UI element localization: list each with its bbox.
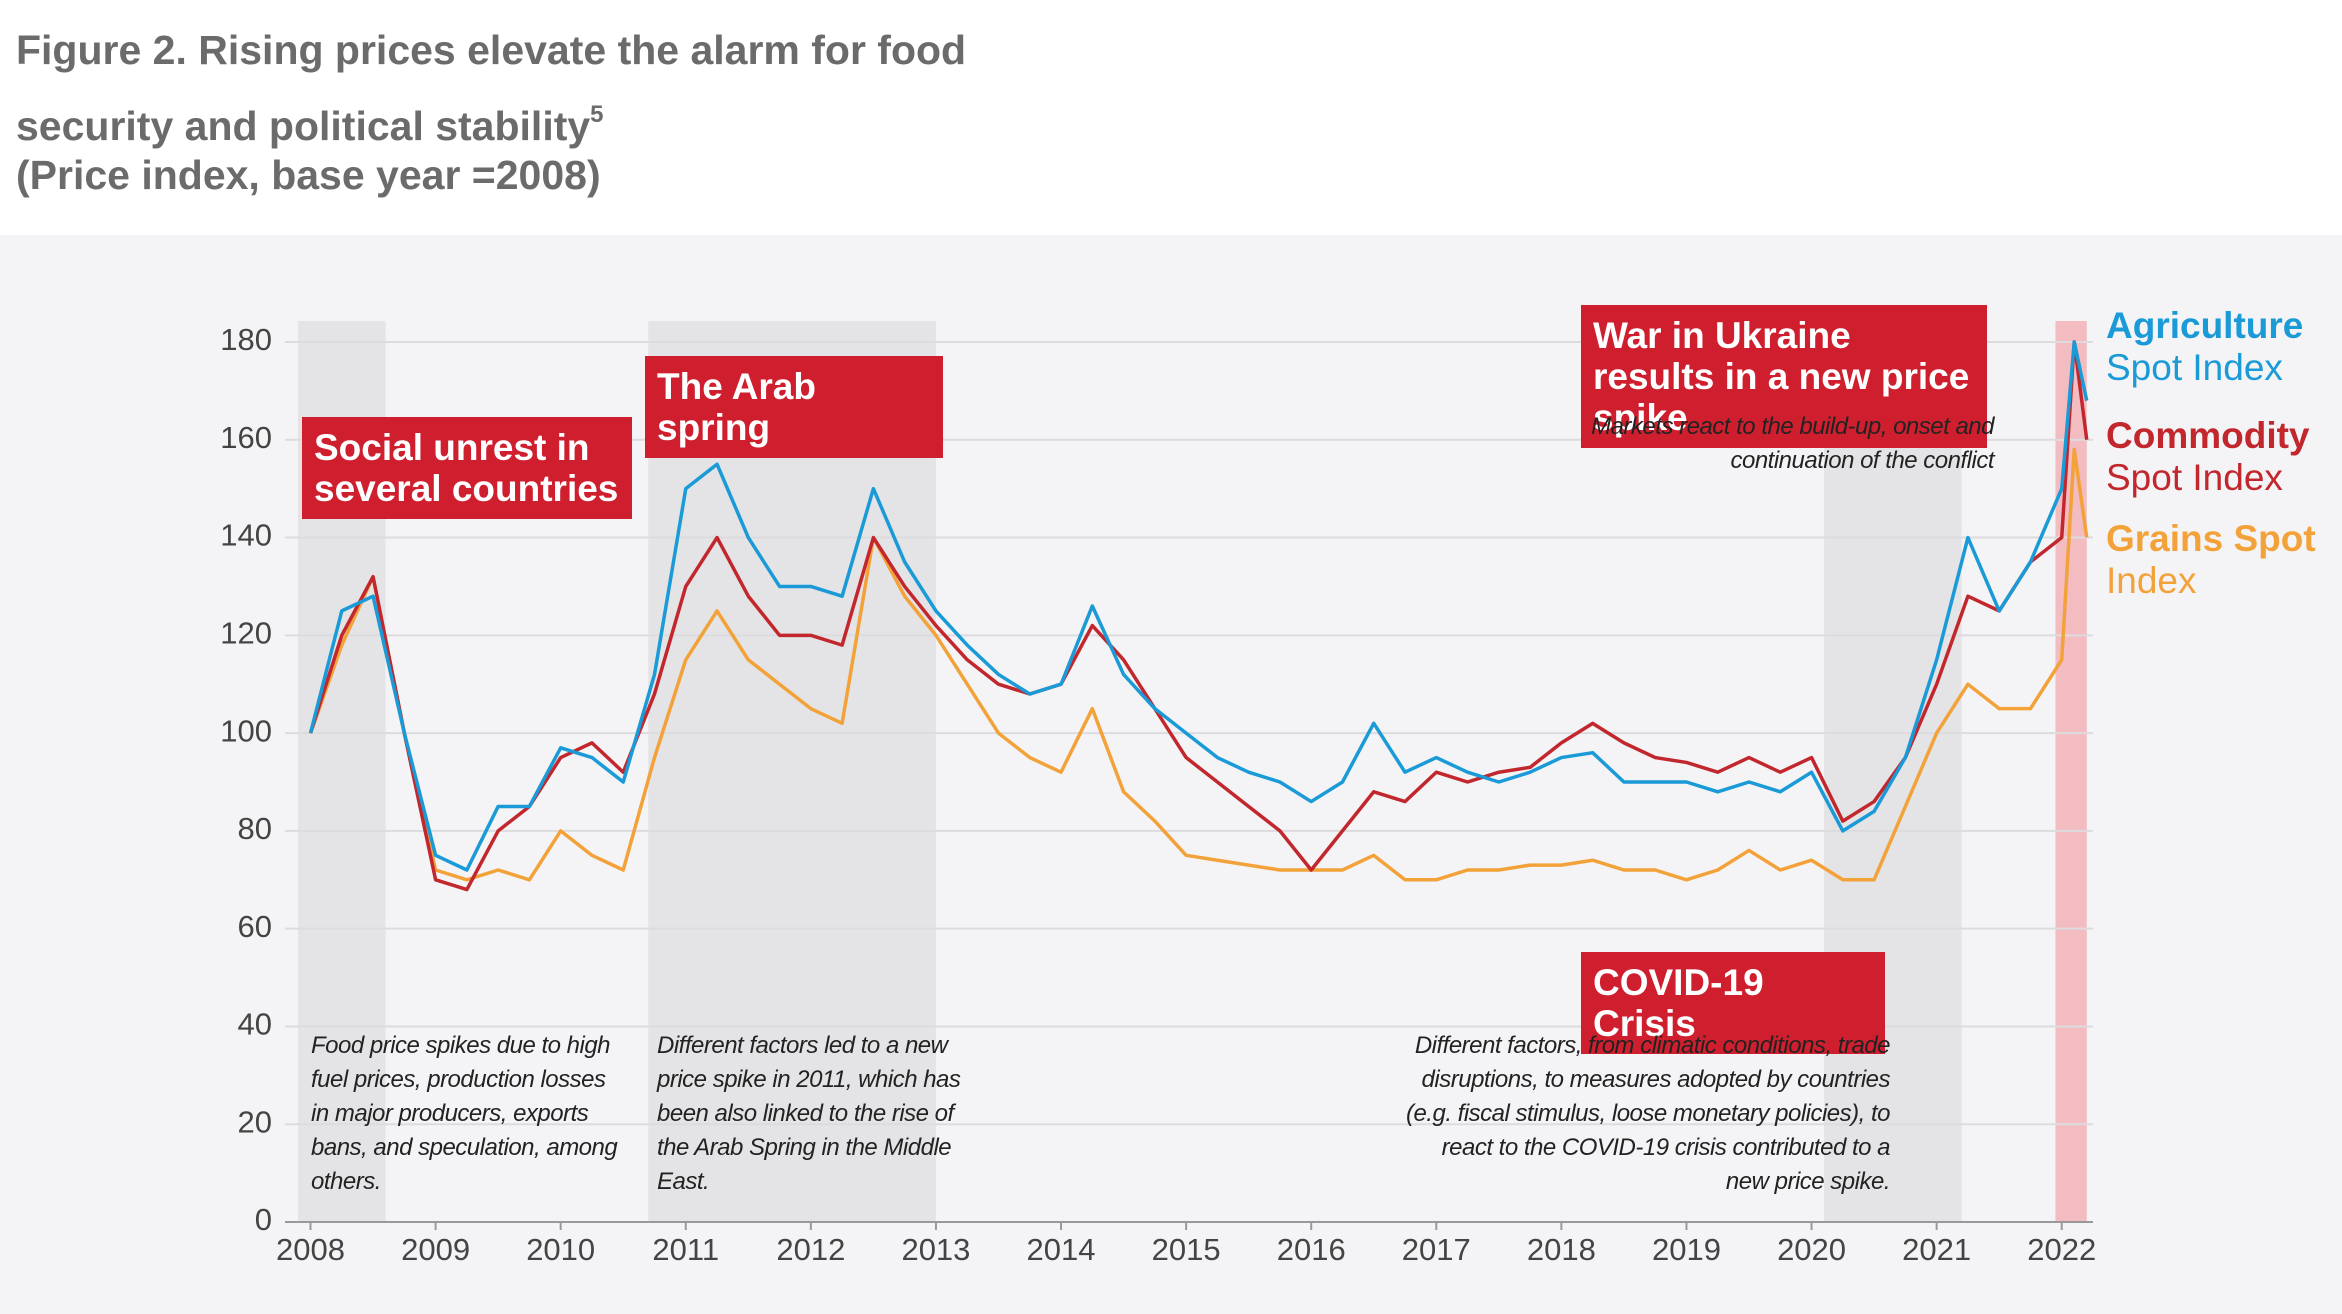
x-tick-label: 2013: [901, 1232, 970, 1267]
annotation-note: Different factors led to a new price spi…: [657, 1032, 961, 1195]
y-tick-label: 0: [255, 1202, 272, 1237]
x-tick-label: 2020: [1777, 1232, 1846, 1267]
x-tick-label: 2021: [1902, 1232, 1971, 1267]
x-tick-label: 2014: [1027, 1232, 1096, 1267]
y-tick-label: 20: [238, 1104, 272, 1139]
title-note: 5: [590, 101, 604, 128]
x-tick-label: 2018: [1527, 1232, 1596, 1267]
y-tick-label: 140: [220, 518, 272, 553]
legend-entry: Commodity Spot Index: [2106, 415, 2310, 498]
x-tick-label: 2019: [1652, 1232, 1721, 1267]
x-tick-label: 2011: [652, 1232, 719, 1267]
x-tick-label: 2017: [1402, 1232, 1471, 1267]
annotation-note: Different factors, from climatic conditi…: [1405, 1032, 1891, 1195]
y-tick-label: 100: [220, 713, 272, 748]
annotation-box: Social unrest in several countries: [302, 417, 632, 519]
chart-subtitle: (Price index, base year =2008): [16, 152, 601, 198]
x-tick-label: 2008: [276, 1232, 345, 1267]
x-tick-label: 2010: [526, 1232, 595, 1267]
x-tick-label: 2015: [1152, 1232, 1221, 1267]
series-line: [308, 447, 2089, 882]
y-tick-label: 40: [238, 1007, 272, 1042]
annotation-box: The Arab spring: [645, 356, 943, 458]
x-tick-label: 2022: [2027, 1232, 2096, 1267]
shaded-period: [2055, 321, 2087, 1222]
annotation-box: COVID-19 Crisis: [1581, 952, 1885, 1054]
y-tick-label: 80: [238, 811, 272, 846]
legend-entry: Grains Spot Index: [2106, 518, 2316, 601]
annotation-note: Food price spikes due to high fuel price…: [311, 1032, 618, 1195]
series-line: [308, 340, 2089, 872]
shaded-period: [1824, 321, 1962, 1222]
annotation-box: War in Ukraine results in a new price sp…: [1581, 305, 1987, 448]
chart-title: Figure 2. Rising prices elevate the alar…: [16, 12, 1056, 164]
shaded-period: [648, 321, 936, 1222]
x-tick-label: 2012: [776, 1232, 845, 1267]
y-tick-label: 180: [220, 322, 272, 357]
y-tick-label: 120: [220, 616, 272, 651]
annotation-note: Markets react to the build-up, onset and…: [1591, 413, 1994, 474]
series-line: [308, 340, 2089, 892]
x-tick-label: 2009: [401, 1232, 470, 1267]
title-text: Figure 2. Rising prices elevate the alar…: [16, 27, 967, 149]
y-tick-label: 160: [220, 420, 272, 455]
legend-entry: Agriculture Spot Index: [2106, 305, 2304, 388]
y-tick-label: 60: [238, 909, 272, 944]
x-tick-label: 2016: [1277, 1232, 1346, 1267]
